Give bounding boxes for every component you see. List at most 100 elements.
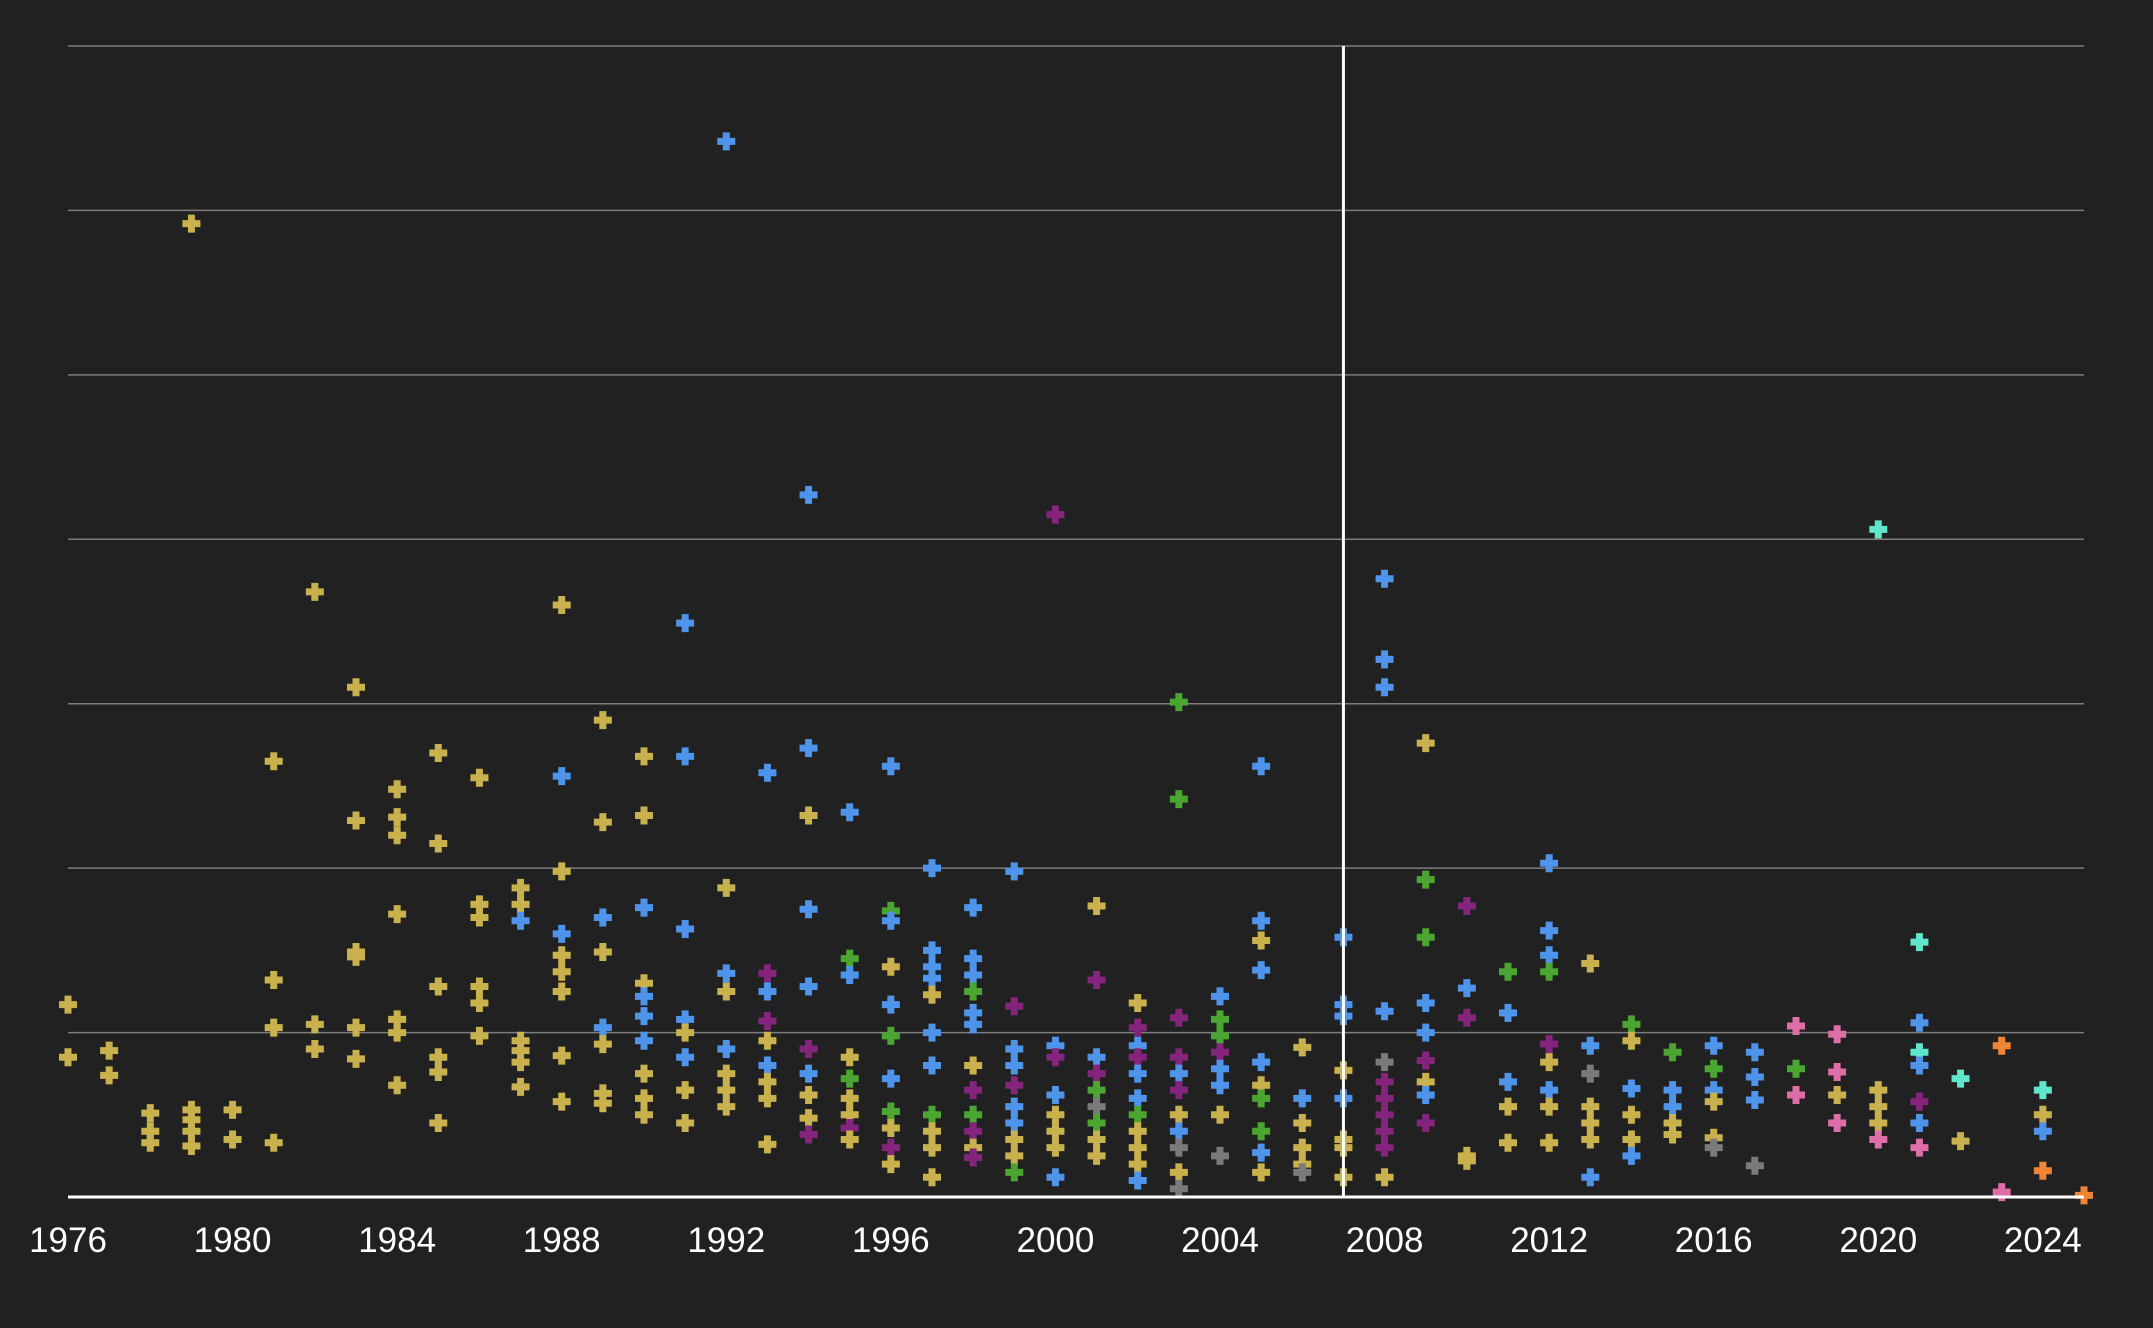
data-point-193 [1128, 1138, 1147, 1157]
data-point-147 [964, 949, 983, 968]
data-point-129 [881, 1026, 900, 1045]
data-point-209 [1211, 1026, 1229, 1045]
data-point-38 [429, 1063, 448, 1082]
data-point-221 [1252, 1089, 1271, 1108]
data-point-230 [1293, 1163, 1312, 1182]
data-point-135 [923, 859, 941, 878]
data-point-270 [1540, 921, 1559, 940]
data-point-248 [1375, 1138, 1394, 1157]
data-point-20 [305, 1040, 324, 1059]
data-point-275 [1540, 1081, 1559, 1100]
data-point-326 [1951, 1132, 1970, 1151]
data-point-291 [1663, 1043, 1682, 1062]
data-point-62 [593, 711, 612, 730]
data-point-25 [347, 1018, 365, 1037]
data-point-75 [635, 1007, 653, 1026]
data-point-81 [676, 747, 695, 766]
data-point-203 [1169, 1122, 1188, 1141]
data-point-46 [511, 878, 530, 897]
data-point-305 [1745, 1156, 1764, 1175]
data-point-279 [1581, 1036, 1600, 1055]
x-tick-label-2: 1984 [358, 1221, 436, 1260]
data-point-306 [1787, 1016, 1805, 1035]
data-point-277 [1540, 1133, 1559, 1152]
data-point-240 [1375, 650, 1394, 669]
data-point-170 [1046, 1048, 1065, 1067]
data-point-289 [1622, 1130, 1641, 1149]
data-point-56 [552, 924, 571, 943]
data-point-304 [1745, 1090, 1764, 1109]
x-tick-label-9: 2012 [1510, 1221, 1588, 1260]
data-point-99 [758, 1012, 777, 1031]
data-point-276 [1540, 1097, 1559, 1116]
x-tick-label-0: 1976 [29, 1221, 107, 1260]
data-point-90 [717, 964, 736, 983]
data-point-119 [840, 1069, 859, 1088]
data-point-190 [1128, 1089, 1147, 1108]
data-point-123 [840, 1130, 859, 1149]
data-point-128 [881, 995, 900, 1014]
data-point-115 [840, 803, 859, 822]
data-point-316 [1869, 1114, 1888, 1133]
data-point-216 [1252, 911, 1271, 930]
data-point-258 [1416, 1114, 1435, 1133]
data-point-174 [1046, 1138, 1065, 1157]
data-point-290 [1622, 1146, 1641, 1165]
data-point-71 [635, 806, 653, 825]
data-point-217 [1252, 931, 1271, 950]
data-point-142 [923, 1105, 941, 1124]
data-point-58 [552, 962, 571, 981]
data-point-104 [758, 1135, 777, 1154]
data-point-18 [305, 582, 324, 601]
data-point-3 [100, 1066, 119, 1085]
data-point-263 [1457, 1151, 1476, 1170]
data-point-225 [1293, 1038, 1312, 1057]
data-point-310 [1828, 1063, 1847, 1082]
data-point-39 [429, 1114, 448, 1133]
data-point-191 [1128, 1105, 1147, 1124]
data-point-177 [1087, 970, 1106, 989]
data-point-66 [593, 1018, 612, 1037]
x-tick-label-5: 1996 [852, 1221, 930, 1260]
data-point-226 [1293, 1089, 1312, 1108]
data-point-86 [676, 1081, 695, 1100]
data-point-157 [964, 1148, 983, 1167]
data-point-180 [1087, 1081, 1106, 1100]
data-point-186 [1128, 1018, 1147, 1037]
data-point-241 [1375, 678, 1394, 697]
data-point-295 [1663, 1125, 1682, 1144]
data-point-118 [840, 1048, 859, 1067]
data-point-199 [1169, 1048, 1188, 1067]
data-point-313 [1869, 520, 1888, 539]
data-point-198 [1169, 1008, 1188, 1027]
data-point-213 [1211, 1105, 1229, 1124]
data-point-282 [1581, 1114, 1600, 1133]
data-point-249 [1375, 1168, 1394, 1187]
data-point-108 [799, 900, 818, 919]
data-point-43 [470, 977, 489, 996]
data-point-207 [1211, 987, 1229, 1006]
data-point-165 [1005, 1130, 1024, 1149]
data-point-1 [59, 1048, 77, 1067]
data-point-101 [758, 1056, 777, 1075]
data-point-79 [635, 1105, 653, 1124]
data-point-44 [470, 993, 489, 1012]
data-point-102 [758, 1072, 777, 1091]
x-tick-label-11: 2020 [1839, 1221, 1917, 1260]
data-point-208 [1211, 1010, 1229, 1029]
data-point-161 [1005, 1056, 1024, 1075]
data-point-247 [1375, 1122, 1394, 1141]
x-tick-label-8: 2008 [1346, 1221, 1424, 1260]
data-point-152 [964, 1056, 983, 1075]
data-point-52 [511, 1077, 530, 1096]
data-point-288 [1622, 1105, 1641, 1124]
data-point-100 [758, 1031, 777, 1050]
data-point-259 [1457, 896, 1476, 915]
data-point-55 [552, 862, 571, 881]
data-point-6 [141, 1133, 160, 1152]
data-point-30 [388, 905, 407, 924]
data-point-14 [264, 752, 283, 771]
data-point-139 [923, 985, 941, 1004]
data-point-267 [1499, 1097, 1517, 1116]
